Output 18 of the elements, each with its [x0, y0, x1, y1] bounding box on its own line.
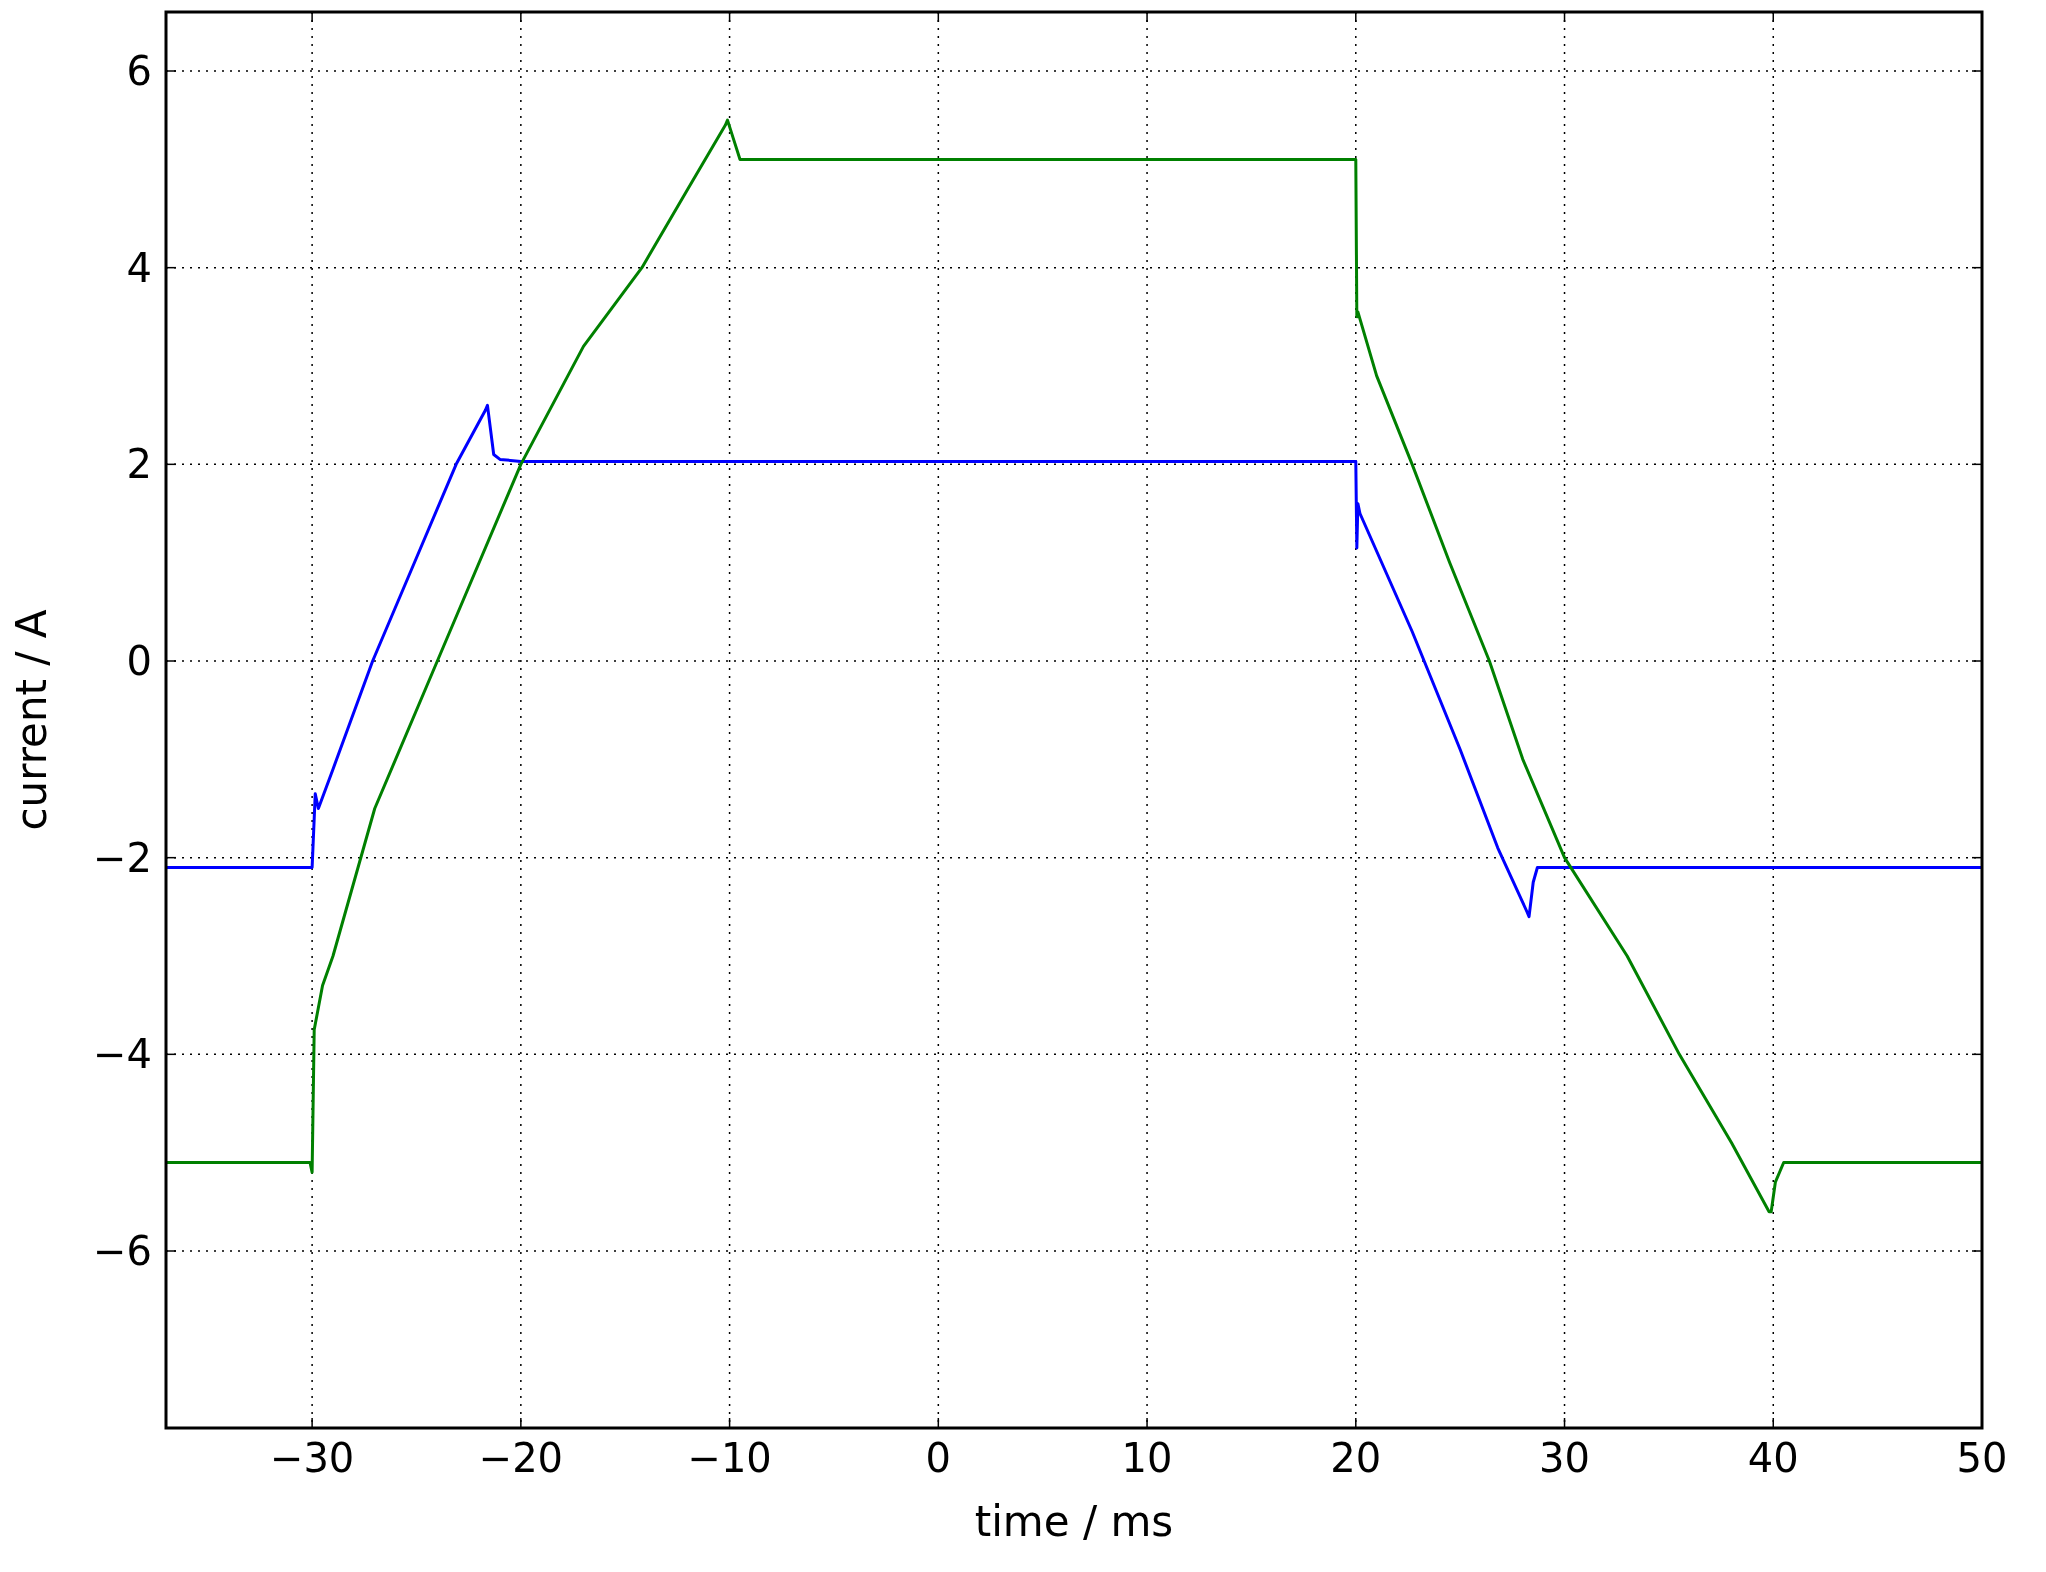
- x-axis-title: time / ms: [974, 1497, 1174, 1546]
- x-tick-label: 50: [1956, 1435, 2008, 1481]
- x-tick-label: 30: [1539, 1435, 1590, 1481]
- x-tick-label: −30: [269, 1435, 355, 1481]
- x-tick-label: −10: [687, 1435, 772, 1481]
- x-tick-label: 20: [1330, 1435, 1382, 1481]
- y-tick-label: 4: [126, 244, 152, 291]
- y-tick-label: 0: [126, 638, 152, 684]
- y-tick-label: 6: [126, 48, 152, 94]
- y-tick-label: −4: [93, 1031, 152, 1078]
- x-tick-label: 40: [1747, 1435, 1799, 1481]
- x-tick-label: 0: [925, 1435, 952, 1481]
- x-tick-label: −20: [478, 1435, 564, 1481]
- y-tick-label: 2: [126, 441, 152, 488]
- x-tick-label: 10: [1121, 1435, 1173, 1481]
- y-tick-label: −2: [93, 834, 152, 881]
- y-tick-label: −6: [93, 1228, 152, 1274]
- y-axis-title: current / A: [7, 609, 56, 831]
